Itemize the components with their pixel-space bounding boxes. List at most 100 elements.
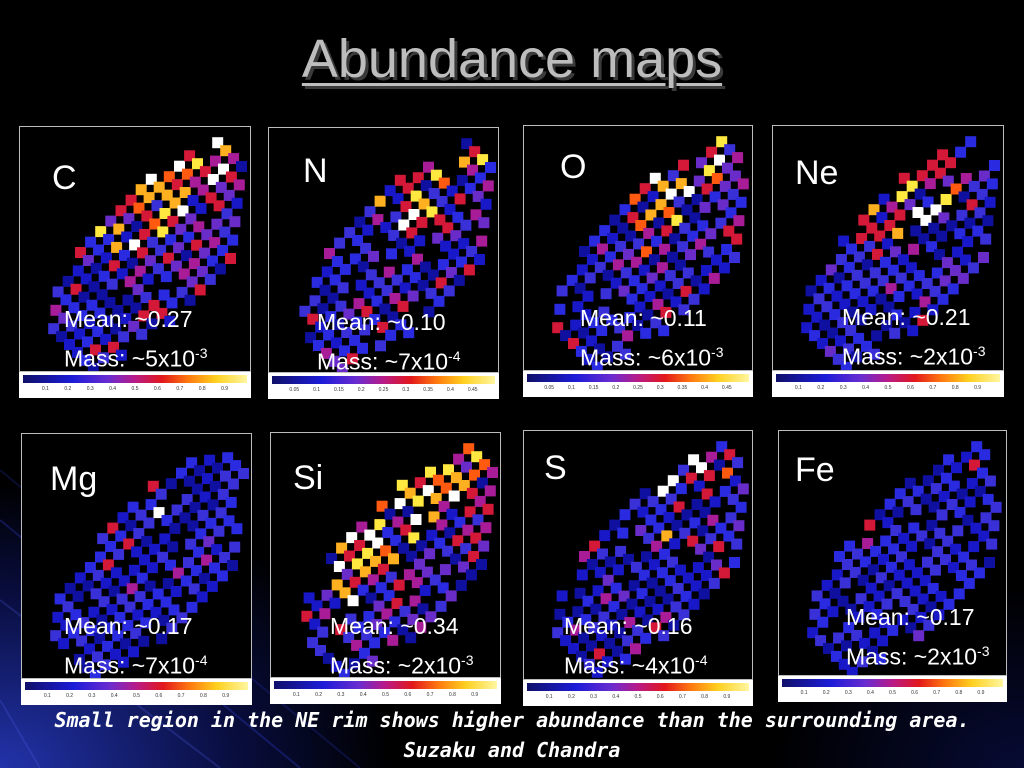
map-cell bbox=[651, 235, 663, 247]
map-cell bbox=[623, 553, 634, 565]
colorbar-tick-label: 0.6 bbox=[906, 385, 914, 391]
map-cell bbox=[881, 319, 893, 331]
stats-text: Mean: ~0.27 Mass: ~5x10-3 bbox=[64, 302, 208, 376]
map-cell bbox=[403, 569, 415, 581]
map-cell bbox=[964, 217, 976, 229]
map-cell bbox=[984, 475, 996, 487]
map-cell bbox=[628, 275, 640, 287]
map-cell bbox=[838, 235, 850, 247]
map-cell bbox=[188, 258, 200, 270]
abundance-map-image bbox=[50, 452, 249, 678]
map-cell bbox=[668, 619, 680, 631]
map-cell bbox=[878, 553, 889, 565]
map-cell bbox=[888, 543, 900, 555]
map-cell bbox=[908, 243, 920, 255]
map-cell bbox=[375, 582, 387, 594]
map-cell bbox=[865, 304, 877, 315]
map-cell bbox=[887, 264, 899, 276]
map-cell bbox=[918, 233, 930, 245]
map-cell bbox=[689, 517, 701, 529]
map-cell bbox=[349, 334, 361, 346]
map-cell bbox=[829, 587, 841, 599]
map-cell bbox=[207, 499, 219, 511]
map-cell bbox=[849, 566, 861, 578]
map-cell bbox=[150, 606, 162, 618]
map-cell bbox=[700, 570, 712, 581]
map-cell bbox=[233, 179, 245, 191]
map-cell bbox=[937, 293, 949, 305]
map-cell bbox=[879, 256, 891, 268]
map-cell bbox=[560, 330, 572, 342]
abundance-map-image bbox=[48, 137, 247, 371]
colorbar-ticks: 0.1 0.2 0.3 0.4 0.5 0.6 0.7 0.8 0.9 bbox=[25, 693, 248, 703]
map-cell bbox=[956, 488, 968, 500]
map-cell bbox=[630, 561, 642, 573]
map-cell bbox=[703, 551, 715, 563]
map-cell bbox=[223, 515, 235, 527]
map-cell bbox=[884, 220, 896, 231]
map-cell bbox=[602, 574, 614, 586]
map-cell bbox=[326, 553, 337, 564]
map-cell bbox=[865, 582, 877, 594]
map-cell bbox=[663, 207, 675, 218]
map-cell bbox=[426, 529, 438, 541]
map-cell bbox=[969, 459, 980, 471]
map-cell bbox=[116, 593, 128, 605]
map-cell bbox=[80, 273, 92, 285]
map-cell bbox=[586, 640, 597, 652]
map-cell bbox=[700, 265, 712, 276]
map-cell bbox=[90, 588, 102, 600]
map-cell bbox=[228, 153, 240, 165]
map-cell bbox=[60, 619, 72, 631]
colorbar-tick-label: 0.6 bbox=[155, 693, 163, 699]
map-cell bbox=[835, 335, 846, 347]
abundance-map-image bbox=[299, 138, 496, 372]
map-cell bbox=[215, 181, 227, 193]
map-cell bbox=[681, 509, 693, 521]
map-cell bbox=[98, 596, 110, 608]
map-cell bbox=[989, 160, 1000, 171]
map-cell bbox=[346, 353, 358, 365]
map-cell bbox=[948, 480, 960, 492]
colorbar-tick-label: 0.1 bbox=[313, 387, 321, 393]
map-cell bbox=[404, 245, 416, 257]
map-cell bbox=[123, 213, 135, 225]
map-cell bbox=[982, 493, 994, 505]
map-cell bbox=[364, 206, 376, 218]
map-cell bbox=[586, 254, 598, 265]
map-cell bbox=[393, 579, 405, 591]
map-cell bbox=[207, 174, 219, 185]
map-cell bbox=[574, 282, 586, 294]
map-cell bbox=[616, 609, 628, 620]
map-cell bbox=[687, 535, 699, 547]
map-cell bbox=[907, 325, 919, 337]
map-cell bbox=[466, 487, 478, 499]
map-cell bbox=[62, 275, 74, 287]
map-cell bbox=[385, 571, 397, 583]
map-cell bbox=[417, 280, 429, 291]
map-cell bbox=[938, 212, 950, 224]
map-cell bbox=[861, 259, 873, 271]
map-cell bbox=[388, 229, 400, 241]
map-cell bbox=[217, 245, 229, 256]
map-cell bbox=[335, 624, 347, 636]
map-cell bbox=[322, 652, 334, 664]
map-cell bbox=[843, 343, 854, 355]
map-cell bbox=[389, 616, 401, 628]
map-cell bbox=[141, 535, 153, 547]
map-cell bbox=[570, 319, 582, 331]
map-cell bbox=[176, 467, 187, 479]
colorbar-tick-label: 0.8 bbox=[198, 386, 206, 392]
map-cell bbox=[823, 643, 834, 654]
map-cell bbox=[803, 303, 815, 315]
map-cell bbox=[456, 256, 467, 268]
map-cell bbox=[703, 246, 715, 258]
map-cell bbox=[305, 332, 317, 344]
map-cell bbox=[922, 196, 934, 208]
map-cell bbox=[832, 353, 844, 365]
map-cell bbox=[984, 557, 995, 568]
map-cell bbox=[195, 202, 207, 214]
map-cell bbox=[387, 311, 399, 323]
map-cell bbox=[106, 278, 118, 290]
map-cell bbox=[582, 290, 594, 302]
